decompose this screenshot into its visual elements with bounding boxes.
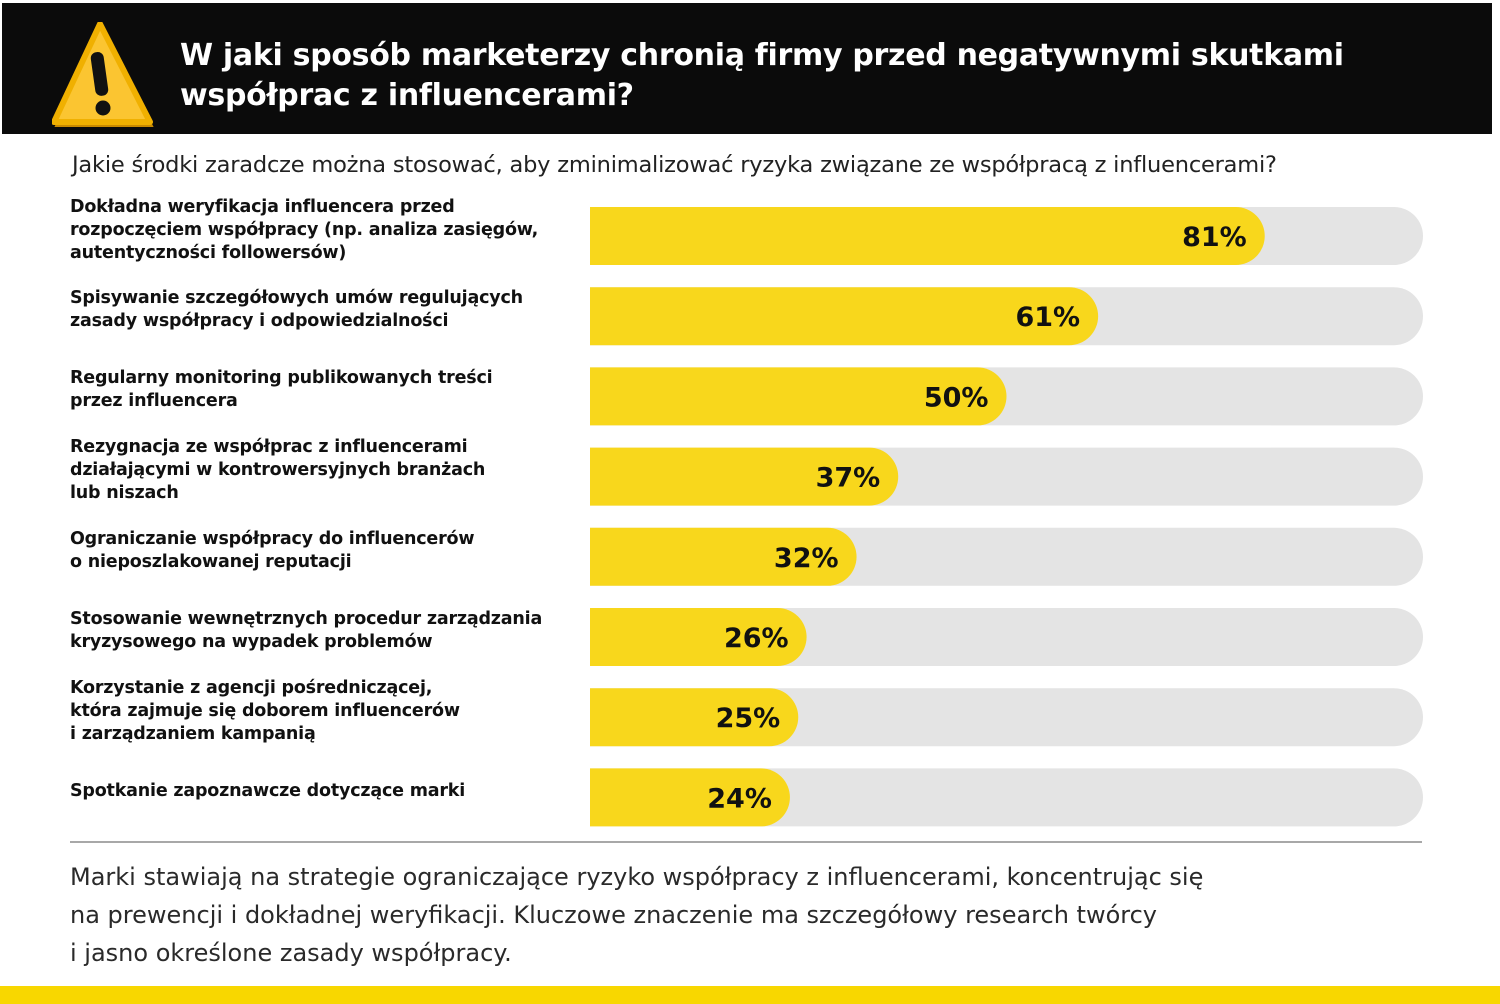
bar	[590, 688, 799, 747]
page-title: W jaki sposób marketerzy chronią firmy p…	[180, 38, 1344, 113]
category-label: Dokładna weryfikacja influencera przed r…	[70, 196, 539, 263]
bar	[590, 527, 857, 586]
data-label: 81%	[1182, 222, 1247, 253]
data-label: 32%	[774, 543, 839, 574]
category-label: Ograniczanie współpracy do influencerów …	[70, 528, 475, 572]
header-banner	[2, 3, 1492, 134]
bar	[590, 207, 1265, 265]
data-label: 61%	[1015, 302, 1080, 333]
category-label: Korzystanie z agencji pośredniczącej, kt…	[70, 677, 460, 744]
category-label: Spisywanie szczegółowych umów regulujący…	[70, 288, 523, 332]
data-label: 25%	[716, 703, 781, 734]
bar	[590, 367, 1007, 426]
bar	[590, 287, 1099, 346]
category-label: Stosowanie wewnętrznych procedur zarządz…	[70, 609, 543, 652]
bar-track	[590, 688, 1423, 747]
category-label: Spotkanie zapoznawcze dotyczące marki	[70, 780, 466, 801]
bar-track	[590, 768, 1423, 827]
warning-triangle-icon	[52, 22, 154, 127]
data-label: 50%	[924, 382, 989, 413]
bar	[590, 768, 790, 827]
data-label: 24%	[707, 783, 772, 814]
category-label: Regularny monitoring publikowanych treśc…	[70, 368, 493, 412]
category-label: Rezygnacja ze współprac z influencerami …	[70, 437, 486, 504]
data-label: 37%	[816, 463, 881, 494]
bar	[590, 608, 807, 666]
chart-subtitle: Jakie środki zaradcze można stosować, ab…	[72, 152, 1277, 178]
bar	[590, 447, 899, 506]
bottom-accent-stripe	[0, 986, 1500, 1004]
footnote-text: Marki stawiają na strategie ograniczając…	[70, 863, 1204, 967]
divider-line	[70, 841, 1422, 843]
data-label: 26%	[724, 623, 789, 654]
